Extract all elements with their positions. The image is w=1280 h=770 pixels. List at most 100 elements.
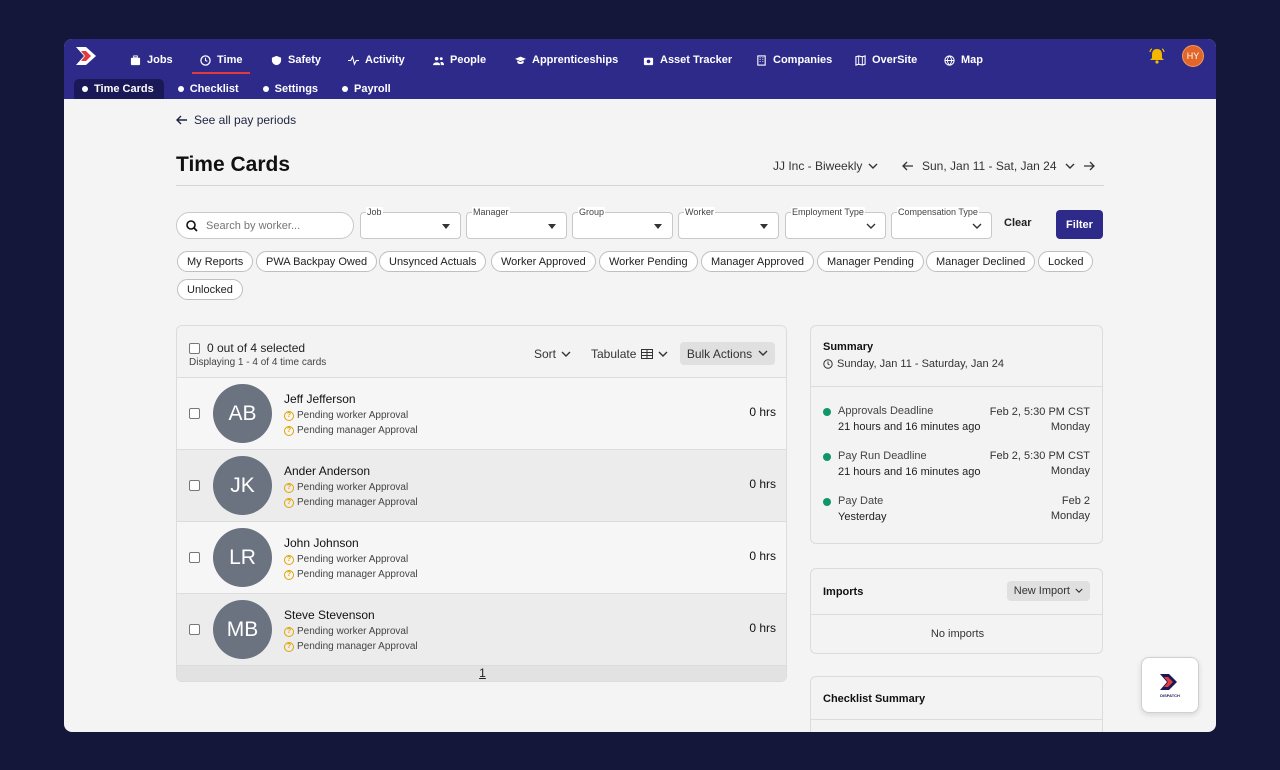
status-dot-icon (823, 408, 831, 416)
clock-icon (200, 54, 211, 66)
brand-text: DISPATCH (1160, 693, 1180, 698)
chip-unlocked[interactable]: Unlocked (177, 279, 243, 300)
caret-down-icon (760, 224, 768, 229)
nav-companies[interactable]: Companies (756, 49, 832, 71)
nav-people-label: People (450, 54, 487, 66)
back-link-label: See all pay periods (194, 113, 297, 127)
table-row[interactable]: LR John Johnson ? Pending worker Approva… (177, 522, 786, 594)
select-all-checkbox[interactable] (189, 342, 200, 354)
status-text: Pending worker Approval (297, 554, 409, 565)
chip-pwa-backpay-owed[interactable]: PWA Backpay Owed (256, 251, 378, 272)
period-label[interactable]: Sun, Jan 11 - Sat, Jan 24 (922, 159, 1057, 173)
chevron-down-icon (658, 351, 668, 357)
status-text: Pending worker Approval (297, 482, 409, 493)
nav-oversite[interactable]: OverSite (855, 49, 917, 71)
user-avatar[interactable]: HY (1182, 45, 1204, 67)
status-dot-icon (823, 498, 831, 506)
divider (811, 614, 1102, 615)
company-select[interactable]: JJ Inc - Biweekly (773, 159, 878, 173)
bulk-actions-label: Bulk Actions (686, 346, 753, 361)
chip-manager-pending[interactable]: Manager Pending (817, 251, 924, 272)
employment-type-filter[interactable]: Employment Type (785, 207, 886, 239)
manager-filter[interactable]: Manager (466, 207, 567, 239)
chip-manager-declined[interactable]: Manager Declined (926, 251, 1036, 272)
table-row[interactable]: JK Ander Anderson ? Pending worker Appro… (177, 450, 786, 522)
new-import-button[interactable]: New Import (1006, 581, 1090, 601)
chip-my-reports[interactable]: My Reports (177, 251, 254, 272)
group-filter-label: Group (578, 207, 606, 218)
nav-activity[interactable]: Activity (348, 49, 405, 71)
status-text: Pending worker Approval (297, 410, 409, 421)
group-filter[interactable]: Group (572, 207, 673, 239)
nav-safety[interactable]: Safety (271, 49, 321, 71)
job-filter[interactable]: Job (360, 207, 461, 239)
subnav-label: Time Cards (94, 83, 154, 95)
summary-title: Summary (823, 341, 874, 353)
subnav-label: Checklist (189, 83, 239, 95)
search-input[interactable] (206, 219, 336, 232)
chevron-down-icon (868, 163, 878, 169)
chip-worker-pending[interactable]: Worker Pending (599, 251, 698, 272)
row-checkbox[interactable] (189, 480, 200, 491)
bullet-icon (82, 86, 88, 92)
next-period-arrow-icon[interactable] (1083, 161, 1095, 171)
row-checkbox[interactable] (189, 408, 200, 419)
status-manager: ? Pending manager Approval (284, 497, 418, 508)
imports-card: Imports New Import No imports (810, 568, 1103, 654)
subnav-settings[interactable]: Settings (255, 79, 328, 99)
nav-time[interactable]: Time (191, 49, 252, 74)
subnav-time-cards[interactable]: Time Cards (74, 79, 164, 99)
chip-manager-approved[interactable]: Manager Approved (701, 251, 814, 272)
nav-asset-tracker[interactable]: Asset Tracker (643, 49, 732, 71)
status-worker: ? Pending worker Approval (284, 482, 408, 493)
worker-filter-label: Worker (684, 207, 715, 218)
worker-name[interactable]: Ander Anderson (284, 464, 371, 478)
back-link[interactable]: See all pay periods (176, 113, 296, 127)
app-logo[interactable] (74, 45, 100, 67)
chip-unsynced-actuals[interactable]: Unsynced Actuals (379, 251, 487, 272)
avatar: JK (213, 456, 272, 515)
nav-jobs[interactable]: Jobs (130, 49, 173, 71)
filter-button[interactable]: Filter (1056, 210, 1103, 239)
nav-people[interactable]: People (433, 49, 486, 71)
subnav-label: Settings (274, 83, 319, 95)
status-manager: ? Pending manager Approval (284, 641, 418, 652)
subnav-payroll[interactable]: Payroll (334, 79, 401, 99)
dispatch-launcher-button[interactable]: DISPATCH (1141, 657, 1199, 713)
caret-down-icon (654, 224, 662, 229)
checklist-summary-card: Checklist Summary (810, 676, 1103, 732)
nav-apprenticeships[interactable]: Apprenticeships (515, 49, 618, 71)
nav-map[interactable]: Map (944, 49, 983, 71)
deadline-value: Yesterday (838, 511, 887, 523)
chip-locked[interactable]: Locked (1038, 251, 1094, 272)
page-link[interactable]: 1 (479, 666, 486, 680)
worker-filter[interactable]: Worker (678, 207, 779, 239)
subnav-checklist[interactable]: Checklist (170, 79, 249, 99)
worker-name[interactable]: John Johnson (284, 536, 359, 550)
worker-name[interactable]: Jeff Jefferson (284, 392, 356, 406)
status-manager: ? Pending manager Approval (284, 425, 418, 436)
chevron-down-icon[interactable] (1065, 163, 1075, 170)
avatar: AB (213, 384, 272, 443)
clear-button[interactable]: Clear (1004, 217, 1032, 229)
worker-name[interactable]: Steve Stevenson (284, 608, 375, 622)
table-row[interactable]: AB Jeff Jefferson ? Pending worker Appro… (177, 378, 786, 450)
summary-range: Sunday, Jan 11 - Saturday, Jan 24 (823, 358, 1004, 370)
prev-period-arrow-icon[interactable] (902, 161, 914, 171)
bulk-actions-button[interactable]: Bulk Actions (680, 342, 775, 365)
bell-icon[interactable] (1148, 47, 1166, 65)
sort-button[interactable]: Sort (534, 347, 571, 361)
dispatch-logo-icon: DISPATCH (1160, 674, 1180, 698)
search-field[interactable] (176, 212, 354, 239)
row-checkbox[interactable] (189, 624, 200, 635)
search-icon (186, 219, 198, 232)
tabulate-button[interactable]: Tabulate (591, 347, 668, 361)
time-card-list: 0 out of 4 selected Displaying 1 - 4 of … (176, 325, 787, 682)
question-circle-icon: ? (284, 626, 294, 637)
nav-activity-label: Activity (365, 54, 405, 66)
summary-range-text: Sunday, Jan 11 - Saturday, Jan 24 (837, 358, 1004, 370)
row-checkbox[interactable] (189, 552, 200, 563)
compensation-type-filter[interactable]: Compensation Type (891, 207, 992, 239)
table-row[interactable]: MB Steve Stevenson ? Pending worker Appr… (177, 594, 786, 666)
chip-worker-approved[interactable]: Worker Approved (491, 251, 596, 272)
